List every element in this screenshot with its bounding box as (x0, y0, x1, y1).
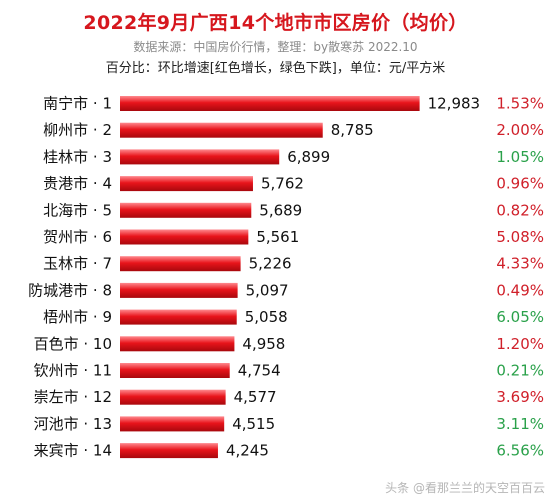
mom-change-label: 0.82% (496, 201, 544, 219)
mom-change-label: 3.69% (496, 388, 544, 406)
category-label: 贺州市 · 6 (43, 228, 112, 246)
value-label: 4,245 (226, 442, 269, 460)
category-label: 北海市 · 5 (43, 201, 112, 219)
category-label: 贵港市 · 4 (43, 175, 112, 193)
value-label: 4,577 (234, 388, 277, 406)
mom-change-label: 1.53% (496, 95, 544, 113)
mom-change-label: 0.96% (496, 175, 544, 193)
value-label: 4,515 (232, 415, 275, 433)
chart-source: 数据来源：中国房价行情，整理：by散寒苏 2022.10 (133, 40, 418, 54)
mom-change-label: 6.05% (496, 308, 544, 326)
category-label: 桂林市 · 3 (43, 148, 112, 166)
bar (120, 96, 420, 111)
value-label: 4,958 (242, 335, 285, 353)
value-label: 12,983 (428, 95, 481, 113)
bar (120, 363, 230, 378)
value-label: 5,058 (245, 308, 288, 326)
mom-change-label: 1.05% (496, 148, 544, 166)
value-label: 5,762 (261, 175, 304, 193)
bar (120, 149, 280, 165)
category-label: 钦州市 · 11 (34, 362, 112, 380)
mom-change-label: 5.08% (496, 228, 544, 246)
mom-change-label: 3.11% (496, 415, 544, 433)
bar (120, 336, 235, 352)
watermark: 头条 @看那兰兰的天空百百云 (385, 481, 545, 495)
bar (120, 202, 252, 218)
category-label: 崇左市 · 12 (34, 388, 112, 406)
value-label: 5,226 (249, 255, 292, 273)
bar (120, 229, 249, 245)
bar (120, 443, 218, 459)
mom-change-label: 6.56% (496, 442, 544, 460)
chart-title: 2022年9月广西14个地市市区房价（均价） (83, 12, 468, 34)
category-label: 玉林市 · 7 (43, 255, 112, 273)
category-label: 来宾市 · 14 (34, 442, 112, 460)
value-label: 8,785 (331, 121, 374, 139)
bar (120, 282, 238, 298)
mom-change-label: 0.21% (496, 362, 544, 380)
value-label: 5,689 (259, 201, 302, 219)
value-label: 6,899 (287, 148, 330, 166)
value-label: 5,561 (256, 228, 299, 246)
bar (120, 309, 237, 325)
bar (120, 256, 241, 272)
category-label: 梧州市 · 9 (43, 308, 112, 326)
bar (120, 389, 226, 405)
category-label: 百色市 · 10 (34, 335, 112, 353)
bar (120, 176, 253, 192)
category-label: 防城港市 · 8 (28, 281, 112, 299)
category-label: 南宁市 · 1 (43, 95, 112, 113)
mom-change-label: 1.20% (496, 335, 544, 353)
mom-change-label: 2.00% (496, 121, 544, 139)
mom-change-label: 4.33% (496, 255, 544, 273)
value-label: 4,754 (238, 362, 281, 380)
mom-change-label: 0.49% (496, 281, 544, 299)
bar (120, 416, 225, 432)
category-label: 柳州市 · 2 (43, 121, 112, 139)
value-label: 5,097 (246, 281, 289, 299)
chart-note: 百分比：环比增速[红色增长，绿色下跌]，单位：元/平方米 (105, 61, 446, 76)
bar (120, 122, 323, 138)
category-label: 河池市 · 13 (34, 415, 112, 433)
